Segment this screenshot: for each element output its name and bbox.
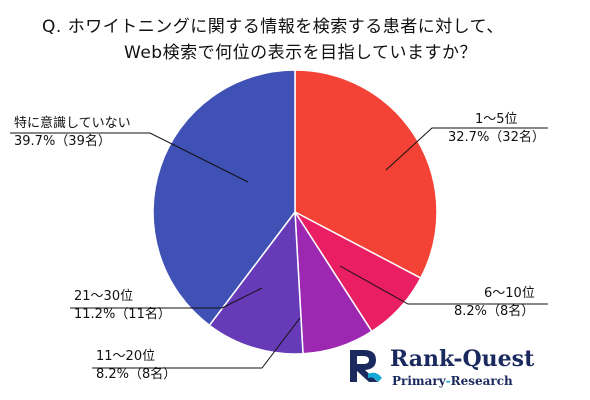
slice-label-name-4: 21～30位 [74, 289, 134, 304]
rank-quest-logo-icon [350, 350, 382, 382]
logo-subtitle: Primary-Research [392, 374, 513, 388]
slice-label-name-3: 11～20位 [96, 349, 156, 364]
leader-line-4 [70, 287, 263, 309]
slice-label-value-4: 11.2%（11名） [74, 307, 171, 322]
slice-label-value-5: 39.7%（39名） [14, 134, 111, 149]
logo-subtitle-research: Research [450, 374, 513, 388]
slice-label-name-5: 特に意識していない [14, 116, 131, 131]
slice-label-value-1: 32.7%（32名） [448, 130, 545, 145]
logo-subtitle-separator: - [445, 374, 451, 388]
logo-brand-text: Rank-Quest [390, 346, 535, 372]
leader-line-5 [10, 132, 249, 183]
pie-slice-5 [152, 69, 296, 327]
chart-title-line-1: Q. ホワイトニングに関する情報を検索する患者に対して、 [42, 17, 504, 37]
slice-label-value-3: 8.2%（8名） [96, 367, 177, 382]
chart-title-line-2: Web検索で何位の表示を目指していますか？ [124, 43, 478, 63]
leader-line-2 [339, 265, 548, 305]
leader-line-1 [385, 127, 548, 171]
slice-label-value-2: 8.2%（8名） [454, 304, 535, 319]
slice-label-name-1: 1～5位 [475, 112, 518, 127]
pie-slice-4 [208, 209, 304, 355]
leader-line-3 [92, 317, 301, 369]
slice-label-name-2: 6～10位 [484, 286, 535, 301]
pie-slice-1 [294, 69, 438, 280]
logo-subtitle-primary: Primary [392, 374, 446, 388]
